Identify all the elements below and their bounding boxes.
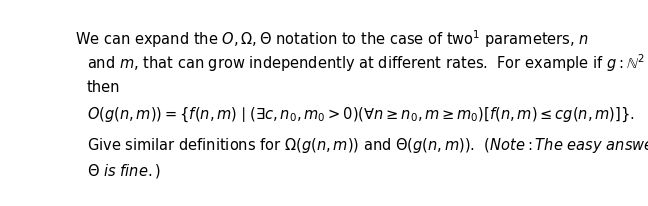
Text: $\Theta$ $\mathit{is\ fine.})$: $\Theta$ $\mathit{is\ fine.})$: [87, 161, 161, 179]
Text: and $m$, that can grow independently at different rates.  For example if $g : \m: and $m$, that can grow independently at …: [87, 52, 648, 74]
Text: Give similar definitions for $\Omega(g(n,m))$ and $\Theta(g(n,m))$.  $(\mathit{N: Give similar definitions for $\Omega(g(n…: [87, 136, 648, 155]
Text: We can expand the $O, \Omega, \Theta$ notation to the case of two$^1$ parameters: We can expand the $O, \Omega, \Theta$ no…: [75, 28, 589, 50]
Text: then: then: [87, 79, 121, 94]
Text: $O(g(n,m)) = \{f(n,m) \mid (\exists c, n_0, m_0 > 0)(\forall n \geq n_0, m \geq : $O(g(n,m)) = \{f(n,m) \mid (\exists c, n…: [87, 105, 635, 124]
